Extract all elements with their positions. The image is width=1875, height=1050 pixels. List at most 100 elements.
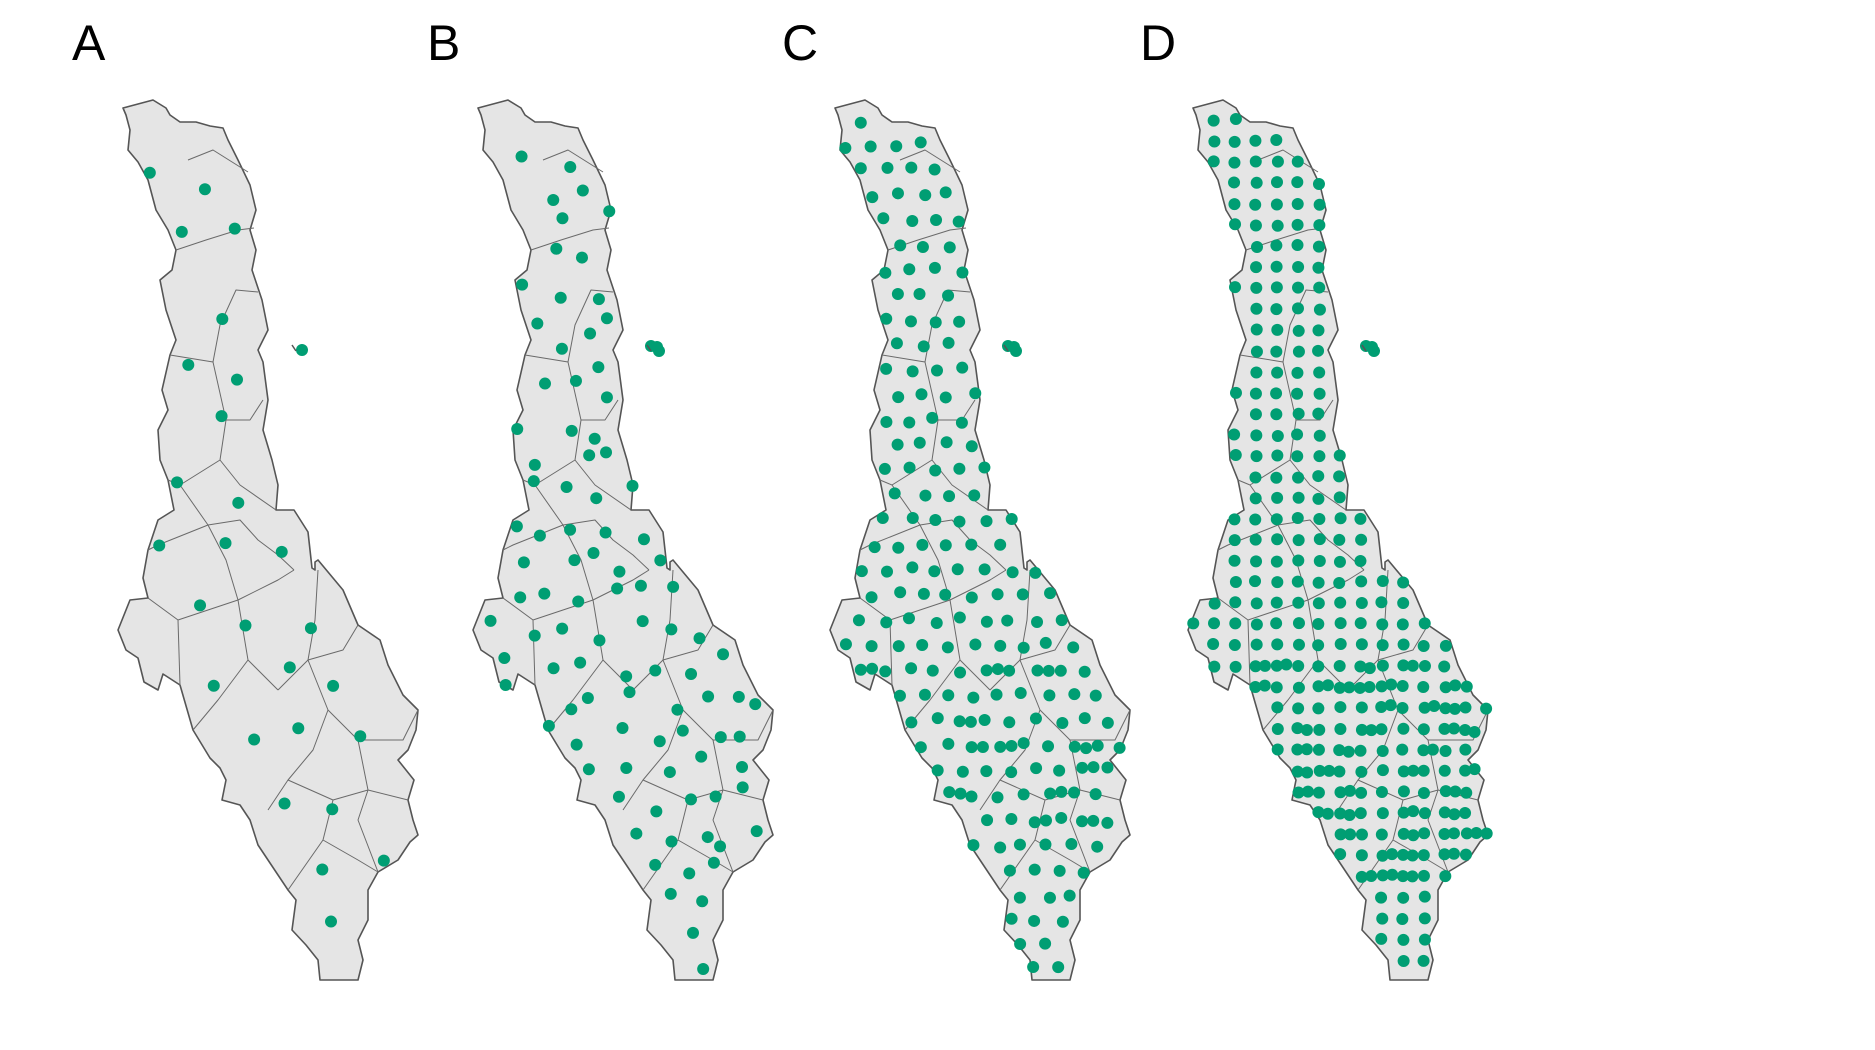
sample-point [1076,761,1089,774]
sample-point [316,863,329,876]
sample-point [1208,135,1221,148]
sample-point [1312,743,1325,756]
sample-point [1397,806,1410,819]
sample-point [1039,937,1052,950]
sample-point [994,841,1007,854]
sample-point [676,724,689,737]
sample-point [1334,617,1347,630]
sample-point [194,599,207,612]
sample-point [665,623,678,636]
sample-point [904,315,917,328]
sample-point [1292,407,1305,420]
sample-point [906,365,919,378]
sample-point [1291,366,1304,379]
sample-point [1068,786,1081,799]
sample-point [1249,219,1262,232]
sample-point [1313,512,1326,525]
sample-point [1312,492,1325,505]
sample-point [584,327,597,340]
sample-point [636,615,649,628]
sample-point [1270,303,1283,316]
sample-point [903,416,916,429]
sample-point [929,464,942,477]
sample-point [1313,723,1326,736]
sample-point [1013,838,1026,851]
sample-point [1417,849,1430,862]
sample-point [1333,555,1346,568]
sample-point [1291,428,1304,441]
sample-point [854,162,867,175]
sample-point [1333,470,1346,483]
sample-point [1249,513,1262,526]
island-point [1008,341,1020,353]
sample-point [1313,533,1326,546]
sample-point [1250,176,1263,189]
sample-point [1250,240,1263,253]
sample-point [978,563,991,576]
sample-point [1354,512,1367,525]
sample-point [1313,198,1326,211]
sample-point [1342,745,1355,758]
sample-point [1343,784,1356,797]
sample-point [1076,815,1089,828]
sample-point [1270,239,1283,252]
sample-point [1459,743,1472,756]
sample-point [876,511,889,524]
sample-point [649,664,662,677]
sample-point [1365,870,1378,883]
sample-point [1334,848,1347,861]
sample-point [1228,156,1241,169]
sample-point [547,193,560,206]
sample-point [1470,826,1483,839]
sample-point [1229,660,1242,673]
sample-point [143,166,156,179]
sample-point [684,793,697,806]
sample-point [1448,702,1461,715]
sample-point [1334,828,1347,841]
sample-point [1087,814,1100,827]
sample-point [1363,662,1376,675]
sample-points [1187,113,1493,967]
sample-point [1344,828,1357,841]
sample-point [1249,680,1262,693]
sample-point [582,763,595,776]
sample-point [590,492,603,505]
sample-point [965,790,978,803]
sample-point [942,689,955,702]
sample-point [1363,680,1376,693]
sample-point [620,670,633,683]
sample-point [616,721,629,734]
sample-point [1053,864,1066,877]
sample-point [965,591,978,604]
sample-point [1468,725,1481,738]
sample-point [1376,575,1389,588]
sample-point [709,790,722,803]
sample-point [542,719,555,732]
sample-point [919,189,932,202]
sample-point [1439,870,1452,883]
sample-point [891,438,904,451]
sample-point [881,565,894,578]
sample-point [1250,281,1263,294]
sample-point [1397,891,1410,904]
sample-point [964,715,977,728]
sample-point [572,595,585,608]
sample-point [1354,744,1367,757]
sample-point [1376,849,1389,862]
sample-point [1250,323,1263,336]
sample-point [1291,302,1304,315]
sample-point [1027,961,1040,974]
sample-point [1042,740,1055,753]
sample-point [327,679,340,692]
sample-point [1313,764,1326,777]
sample-point [667,580,680,593]
sample-point [1438,827,1451,840]
sample-point [1003,664,1016,677]
sample-points [839,116,1126,974]
sample-point [612,790,625,803]
sample-point [1271,701,1284,714]
sample-point [1438,806,1451,819]
sample-point [1406,849,1419,862]
sample-point [1054,664,1067,677]
island-marker [1360,340,1380,357]
